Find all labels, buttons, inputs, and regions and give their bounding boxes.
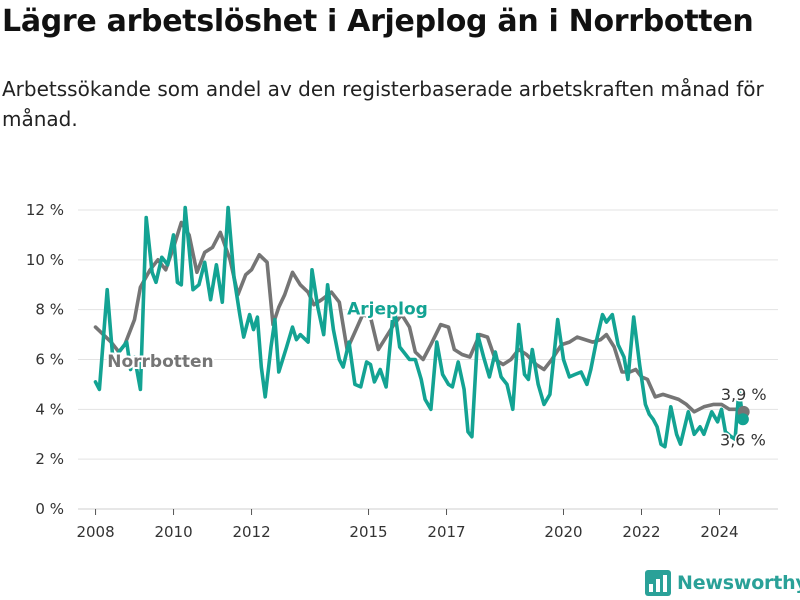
x-tick-label: 2017 xyxy=(427,523,465,541)
newsworthy-logo-icon xyxy=(645,570,671,596)
y-tick-label: 8 % xyxy=(35,301,64,319)
end-value-label-arjeplog: 3,6 % xyxy=(720,430,766,449)
y-tick-label: 6 % xyxy=(35,351,64,369)
y-tick-label: 10 % xyxy=(26,251,64,269)
x-axis-ticks: 2008 2010 2012 2015 2017 2020 2022 2024 xyxy=(76,509,739,541)
chart-subtitle: Arbetssökande som andel av den registerb… xyxy=(2,77,764,131)
x-tick-label: 2022 xyxy=(622,523,660,541)
series-lines xyxy=(93,205,746,449)
x-tick-label: 2024 xyxy=(700,523,738,541)
y-tick-label: 2 % xyxy=(35,450,64,468)
series-label-norrbotten: Norrbotten xyxy=(107,352,213,372)
x-tick-label: 2020 xyxy=(544,523,582,541)
grid-lines xyxy=(78,209,778,510)
end-value-label-norrbotten: 3,9 % xyxy=(721,385,767,404)
newsworthy-brand: Newsworthy xyxy=(645,569,800,597)
end-point-arjeplog xyxy=(736,413,749,426)
x-tick-label: 2010 xyxy=(154,523,192,541)
series-label-arjeplog: Arjeplog xyxy=(347,300,428,320)
x-tick-label: 2008 xyxy=(76,523,114,541)
y-tick-label: 0 % xyxy=(35,500,64,518)
y-tick-label: 12 % xyxy=(26,201,64,219)
x-tick-label: 2012 xyxy=(232,523,270,541)
series-labels: Norrbotten 3,9 % Arjeplog 3,6 % xyxy=(105,298,768,451)
series-line-arjeplog xyxy=(93,205,745,449)
x-tick-label: 2015 xyxy=(349,523,387,541)
y-axis-ticks: 0 % 2 % 4 % 6 % 8 % 10 % 12 % xyxy=(26,201,64,518)
brand-name: Newsworthy xyxy=(677,572,800,594)
series-line-norrbotten xyxy=(93,220,746,414)
y-tick-label: 4 % xyxy=(35,400,64,418)
chart-title: Lägre arbetslöshet i Arjeplog än i Norrb… xyxy=(2,4,754,39)
